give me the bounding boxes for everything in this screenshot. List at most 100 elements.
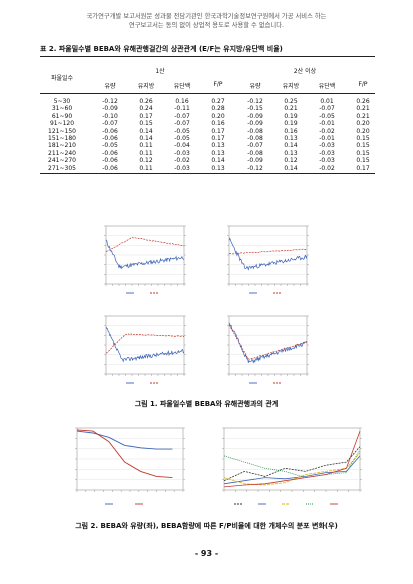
table-cell: 0.16 [211, 120, 225, 128]
table-cell: 0.15 [356, 142, 370, 150]
series-line-blue [228, 322, 308, 364]
group-header-1: 1산 [155, 68, 165, 75]
table-cell: 0.17 [356, 164, 370, 172]
row-label: 31~60 [51, 105, 73, 113]
table-cell: 0.19 [284, 112, 298, 120]
table-top-rule [40, 56, 375, 57]
table-cell: -0.05 [319, 112, 335, 120]
table-cell: 0.28 [211, 105, 225, 113]
series-line-blue [228, 237, 308, 271]
table-cell: -0.07 [319, 105, 335, 113]
table-cell: -0.05 [102, 142, 118, 150]
figure1-chart-d [215, 312, 319, 390]
table-cell: -0.07 [102, 120, 118, 128]
row-label: 91~120 [49, 120, 75, 128]
series-line-red [105, 237, 185, 253]
figure1-caption: 그림 1. 파울일수별 BEBA와 유해관행과의 관계 [134, 400, 279, 408]
column-header-1: 유지방 [137, 83, 155, 90]
table-cell: -0.03 [319, 149, 335, 157]
table-cell: 0.14 [284, 164, 298, 172]
table-cell: 0.20 [356, 127, 370, 135]
series-line-red [228, 324, 308, 360]
table-cell: 0.12 [139, 157, 153, 165]
copyright-notice: 국가연구개발 보고서원문 성과물 전담기관인 한국과학기술정보연구원에서 가공 … [0, 12, 413, 30]
table-cell: -0.02 [174, 157, 190, 165]
table-cell: 0.14 [139, 127, 153, 135]
series-line [223, 452, 361, 486]
row-label: 121~150 [48, 127, 76, 135]
series-line [223, 446, 361, 482]
table-cell: -0.12 [247, 164, 263, 172]
table-cell: 0.16 [284, 127, 298, 135]
table-cell: 0.12 [284, 157, 298, 165]
table-cell: 0.26 [139, 98, 153, 105]
page-number: - 93 - [194, 549, 219, 558]
row-label: 271~305 [48, 164, 76, 172]
table-bottom-rule [40, 173, 375, 174]
table-cell: -0.06 [102, 157, 118, 165]
table-cell: 0.27 [211, 98, 225, 105]
notice-line-2: 연구보고서는 동의 없이 상업적 용도로 사용할 수 없습니다. [128, 22, 285, 29]
table-cell: 0.25 [284, 98, 298, 105]
column-header-4: 유량 [249, 83, 261, 90]
series-line-blue [105, 239, 185, 270]
table-cell: -0.05 [174, 135, 190, 142]
figure1-chart-c [92, 312, 196, 390]
table-caption: 표 2. 파울밀수별 BEBA와 유해관행걸간의 상관관계 (E/F는 유지방/… [40, 45, 283, 53]
table-cell: 0.21 [284, 105, 298, 113]
header-rule [40, 93, 375, 94]
group-header-2: 2산 이상 [293, 68, 317, 75]
series-line [223, 455, 361, 485]
figure2-chart-right [210, 424, 365, 510]
table-cell: -0.07 [174, 112, 190, 120]
table-cell: -0.03 [319, 142, 335, 150]
table-cell: 0.13 [211, 149, 225, 157]
table-cell: 0.26 [356, 98, 370, 105]
figure2-caption: 그림 2. BEBA와 유량(좌), BEBA함량에 따른 F/P비율에 대한 … [75, 522, 338, 530]
table-cell: -0.09 [247, 157, 263, 165]
table-cell: -0.02 [319, 164, 335, 172]
table-cell: -0.03 [319, 157, 335, 165]
column-header-5: 유지방 [282, 83, 300, 90]
table-cell: -0.10 [102, 112, 118, 120]
column-header-3: F/P [213, 81, 223, 88]
row-label: 5~30 [53, 98, 71, 105]
figure2-chart-left [55, 424, 205, 510]
table-cell: 0.14 [139, 135, 153, 142]
table-cell: -0.08 [247, 127, 263, 135]
table-cell: -0.06 [102, 164, 118, 172]
table-cell: -0.06 [102, 135, 118, 142]
row-label: 61~90 [51, 112, 73, 120]
table-cell: 0.19 [284, 120, 298, 128]
table-cell: -0.09 [247, 112, 263, 120]
row-label: 181~210 [48, 142, 76, 150]
row-label: 151~180 [48, 135, 76, 142]
row-label: 211~240 [48, 149, 76, 157]
table-cell: 0.20 [211, 112, 225, 120]
table-cell: 0.24 [139, 105, 153, 113]
table-cell: 0.17 [211, 135, 225, 142]
table-cell: -0.08 [247, 135, 263, 142]
notice-line-1: 국가연구개발 보고서원문 성과물 전담기관인 한국과학기술정보연구원에서 가공 … [86, 13, 327, 20]
table-cell: -0.07 [247, 142, 263, 150]
column-header-0: 유량 [104, 83, 116, 90]
row-header: 파울일수 [50, 75, 74, 82]
table-cell: -0.09 [102, 105, 118, 113]
table-cell: -0.06 [102, 149, 118, 157]
table-cell: -0.01 [319, 135, 335, 142]
table-cell: 0.17 [211, 127, 225, 135]
table-cell: 0.13 [284, 135, 298, 142]
table-cell: -0.11 [174, 105, 190, 113]
figure1-chart-b [215, 222, 319, 300]
table-cell: 0.11 [139, 149, 153, 157]
table-cell: 0.01 [320, 98, 334, 105]
table-cell: 0.21 [356, 105, 370, 113]
table-cell: -0.12 [102, 98, 118, 105]
table-cell: 0.14 [211, 157, 225, 165]
table-cell: -0.07 [174, 120, 190, 128]
column-header-2: 유단백 [173, 83, 191, 90]
table-cell: -0.05 [174, 127, 190, 135]
figure1-chart-a [92, 222, 196, 300]
table-cell: 0.13 [211, 142, 225, 150]
series-line-red [228, 248, 308, 255]
